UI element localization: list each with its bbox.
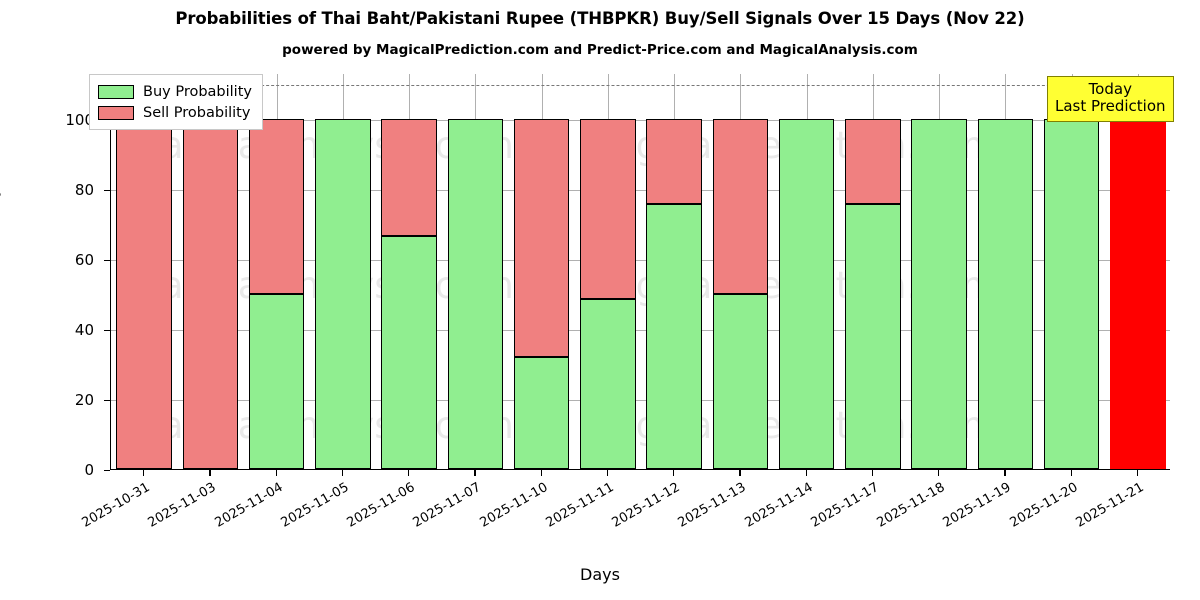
x-tick-mark xyxy=(739,470,741,476)
bar-segment-sell[interactable] xyxy=(182,118,239,469)
bar-2025-11-20[interactable] xyxy=(1043,74,1100,469)
bar-segment-sell[interactable] xyxy=(381,118,437,236)
legend-swatch-buy-icon xyxy=(98,84,134,99)
bar-segment-sell[interactable] xyxy=(646,118,702,205)
x-tick-mark xyxy=(1070,470,1072,476)
bar-2025-11-04[interactable] xyxy=(248,74,305,469)
bar-segment-sell[interactable] xyxy=(513,118,570,357)
bar-segment-sell[interactable] xyxy=(248,118,305,294)
bar-2025-10-31[interactable] xyxy=(116,74,172,469)
x-tick-mark xyxy=(938,470,940,476)
bar-segment-buy[interactable] xyxy=(845,204,901,469)
bar-segment-sell[interactable] xyxy=(116,118,172,469)
plot-area: MagicalAnalysis.comMagicalPrediction.com… xyxy=(110,74,1170,470)
bar-2025-11-06[interactable] xyxy=(381,74,437,469)
x-tick-mark xyxy=(143,470,145,476)
bar-2025-11-18[interactable] xyxy=(911,74,967,469)
bar-2025-11-14[interactable] xyxy=(778,74,835,469)
y-axis-label: Probability xyxy=(0,187,1,272)
y-tick-mark xyxy=(104,399,110,402)
bar-segment-buy[interactable] xyxy=(513,356,570,469)
bar-segment-buy[interactable] xyxy=(248,293,305,469)
plot-inner: MagicalAnalysis.comMagicalPrediction.com… xyxy=(111,74,1170,469)
bar-segment-sell[interactable] xyxy=(712,118,769,294)
bar-2025-11-07[interactable] xyxy=(447,74,504,469)
legend-swatch-sell-icon xyxy=(98,105,134,120)
bar-segment-buy[interactable] xyxy=(1043,118,1100,469)
y-tick-label: 40 xyxy=(74,320,94,339)
gridline-horizontal xyxy=(111,329,1170,331)
x-tick-mark xyxy=(606,470,609,476)
x-axis-label: Days xyxy=(580,565,620,584)
bar-2025-11-03[interactable] xyxy=(182,74,239,469)
y-tick-mark xyxy=(104,329,110,332)
legend-label-buy: Buy Probability xyxy=(143,83,252,100)
y-tick-mark xyxy=(104,470,110,472)
bar-segment-buy[interactable] xyxy=(381,235,437,469)
x-tick-mark xyxy=(474,470,476,476)
x-tick-mark xyxy=(209,470,211,476)
x-tick-mark xyxy=(871,470,874,476)
reference-line xyxy=(111,84,1170,86)
bar-2025-11-10[interactable] xyxy=(513,74,570,469)
x-tick-mark xyxy=(1004,470,1006,476)
bar-2025-11-17[interactable] xyxy=(845,74,901,469)
bar-2025-11-19[interactable] xyxy=(977,74,1034,469)
bar-2025-11-05[interactable] xyxy=(315,74,371,469)
gridline-horizontal xyxy=(111,259,1170,261)
y-tick-label: 60 xyxy=(74,250,94,269)
x-tick-mark xyxy=(673,470,675,476)
today-annotation-line2: Last Prediction xyxy=(1055,97,1166,116)
bar-segment-buy[interactable] xyxy=(315,118,371,469)
bar-segment-sell[interactable] xyxy=(580,118,636,300)
bar-2025-11-11[interactable] xyxy=(580,74,636,469)
bar-segment-buy[interactable] xyxy=(712,293,769,469)
legend-label-sell: Sell Probability xyxy=(143,104,251,121)
x-tick-mark xyxy=(341,470,344,476)
gridline-horizontal xyxy=(111,189,1170,191)
today-annotation-line1: Today xyxy=(1088,80,1132,98)
bar-segment-buy[interactable] xyxy=(580,299,636,469)
bar-2025-11-21[interactable] xyxy=(1110,74,1166,469)
bar-2025-11-12[interactable] xyxy=(646,74,702,469)
x-tick-mark xyxy=(805,470,807,476)
y-tick-label: 20 xyxy=(74,390,94,409)
gridline-horizontal xyxy=(111,399,1170,401)
bar-segment-buy[interactable] xyxy=(646,204,702,469)
bar-segment-sell[interactable] xyxy=(845,118,901,205)
bar-segment-buy[interactable] xyxy=(911,118,967,469)
legend-item-sell: Sell Probability xyxy=(98,102,252,123)
today-annotation: Today Last Prediction xyxy=(1047,76,1174,122)
y-tick-mark xyxy=(104,189,110,191)
y-tick-label: 0 xyxy=(84,461,94,479)
x-tick-mark xyxy=(408,470,410,476)
legend-item-buy: Buy Probability xyxy=(98,81,252,102)
bar-segment-buy[interactable] xyxy=(778,118,835,469)
bar-segment-sell[interactable] xyxy=(1110,118,1166,469)
bar-segment-buy[interactable] xyxy=(447,118,504,469)
x-tick-mark xyxy=(275,470,277,476)
chart-title: Probabilities of Thai Baht/Pakistani Rup… xyxy=(175,9,1025,28)
chart-subtitle: powered by MagicalPrediction.com and Pre… xyxy=(282,42,918,58)
x-tick-mark xyxy=(1136,470,1139,476)
y-tick-mark xyxy=(104,259,110,262)
y-tick-label: 100 xyxy=(65,110,94,129)
x-tick-mark xyxy=(540,470,542,476)
bar-2025-11-13[interactable] xyxy=(712,74,769,469)
chart-legend: Buy Probability Sell Probability xyxy=(89,74,263,130)
y-tick-label: 80 xyxy=(74,180,94,199)
gridline-horizontal xyxy=(111,119,1170,121)
bar-segment-buy[interactable] xyxy=(977,118,1034,469)
